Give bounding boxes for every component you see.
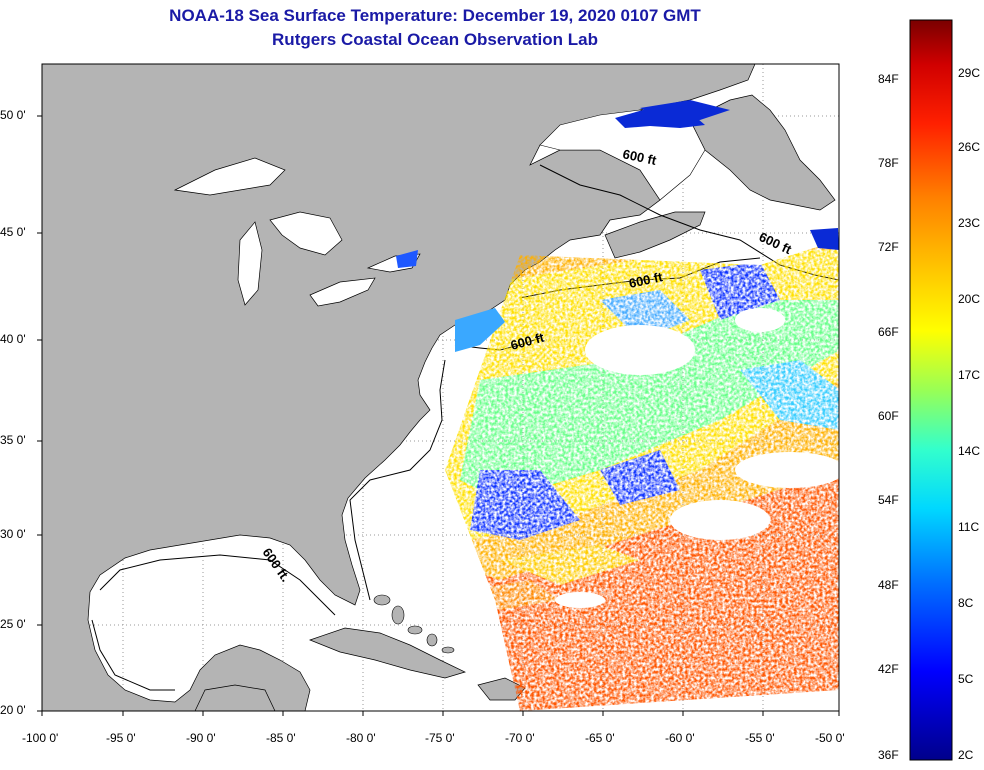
cuba-land	[308, 627, 466, 679]
great-lakes	[173, 157, 421, 307]
contour-label-gulf: 600 ft	[621, 146, 658, 168]
bahamas-islands	[373, 594, 455, 654]
colorbar-f-label: 66F	[878, 325, 899, 339]
newfoundland-land	[689, 94, 836, 211]
colorbar-c-label: 14C	[958, 444, 981, 458]
colorbar	[909, 19, 953, 761]
colorbar-c-label: 5C	[958, 672, 974, 686]
lon-label: -70 0'	[505, 731, 535, 745]
colorbar-c-label: 23C	[958, 216, 981, 230]
lon-label: -90 0'	[186, 731, 216, 745]
nova-scotia-land	[604, 211, 706, 259]
lat-label: 20 0'	[0, 703, 26, 717]
lon-label: -55 0'	[745, 731, 775, 745]
colorbar-f-label: 42F	[878, 662, 899, 676]
colorbar-f-label: 36F	[878, 748, 899, 762]
lat-label: 40 0'	[0, 332, 26, 346]
map-subtitle: Rutgers Coastal Ocean Observation Lab	[272, 30, 598, 49]
colorbar-c-label: 11C	[958, 520, 980, 534]
lon-label: -65 0'	[585, 731, 615, 745]
colorbar-f-label: 48F	[878, 578, 899, 592]
colorbar-f-label: 54F	[878, 493, 899, 507]
colorbar-c-label: 20C	[958, 292, 981, 306]
lon-label: -100 0'	[22, 731, 59, 745]
lon-label: -75 0'	[425, 731, 455, 745]
colorbar-c-label: 29C	[958, 66, 981, 80]
lat-label: 30 0'	[0, 527, 26, 541]
lon-label: -60 0'	[665, 731, 695, 745]
sst-satellite-swath	[445, 240, 839, 711]
colorbar-c-label: 17C	[958, 368, 981, 382]
lon-label: -85 0'	[266, 731, 296, 745]
gulf-st-lawrence	[539, 109, 706, 201]
lon-label: -50 0'	[815, 731, 845, 745]
lon-label: -80 0'	[346, 731, 376, 745]
colorbar-f-label: 84F	[878, 72, 899, 86]
colorbar-c-label: 26C	[958, 140, 981, 154]
lat-label: 25 0'	[0, 617, 26, 631]
lat-label: 45 0'	[0, 225, 26, 239]
lat-label: 50 0'	[0, 108, 26, 122]
lat-label: 35 0'	[0, 433, 26, 447]
colorbar-f-label: 78F	[878, 156, 899, 170]
axis-ticks	[37, 115, 840, 716]
map-frame	[41, 63, 840, 712]
lon-label: -95 0'	[106, 731, 136, 745]
lake-ontario-sst	[396, 250, 418, 268]
map-title: NOAA-18 Sea Surface Temperature: Decembe…	[169, 6, 701, 25]
labrador-cold-water	[640, 100, 730, 120]
mid-atlantic-bight-sst	[455, 308, 505, 352]
colorbar-f-label: 60F	[878, 409, 899, 423]
grand-banks-cold-water	[810, 228, 839, 250]
colorbar-f-label: 72F	[878, 240, 899, 254]
colorbar-c-label: 8C	[958, 596, 974, 610]
yucatan-land	[194, 684, 276, 711]
contour-label-gulf-of-maine: 600 ft	[628, 269, 665, 291]
colorbar-c-label: 2C	[958, 748, 974, 762]
